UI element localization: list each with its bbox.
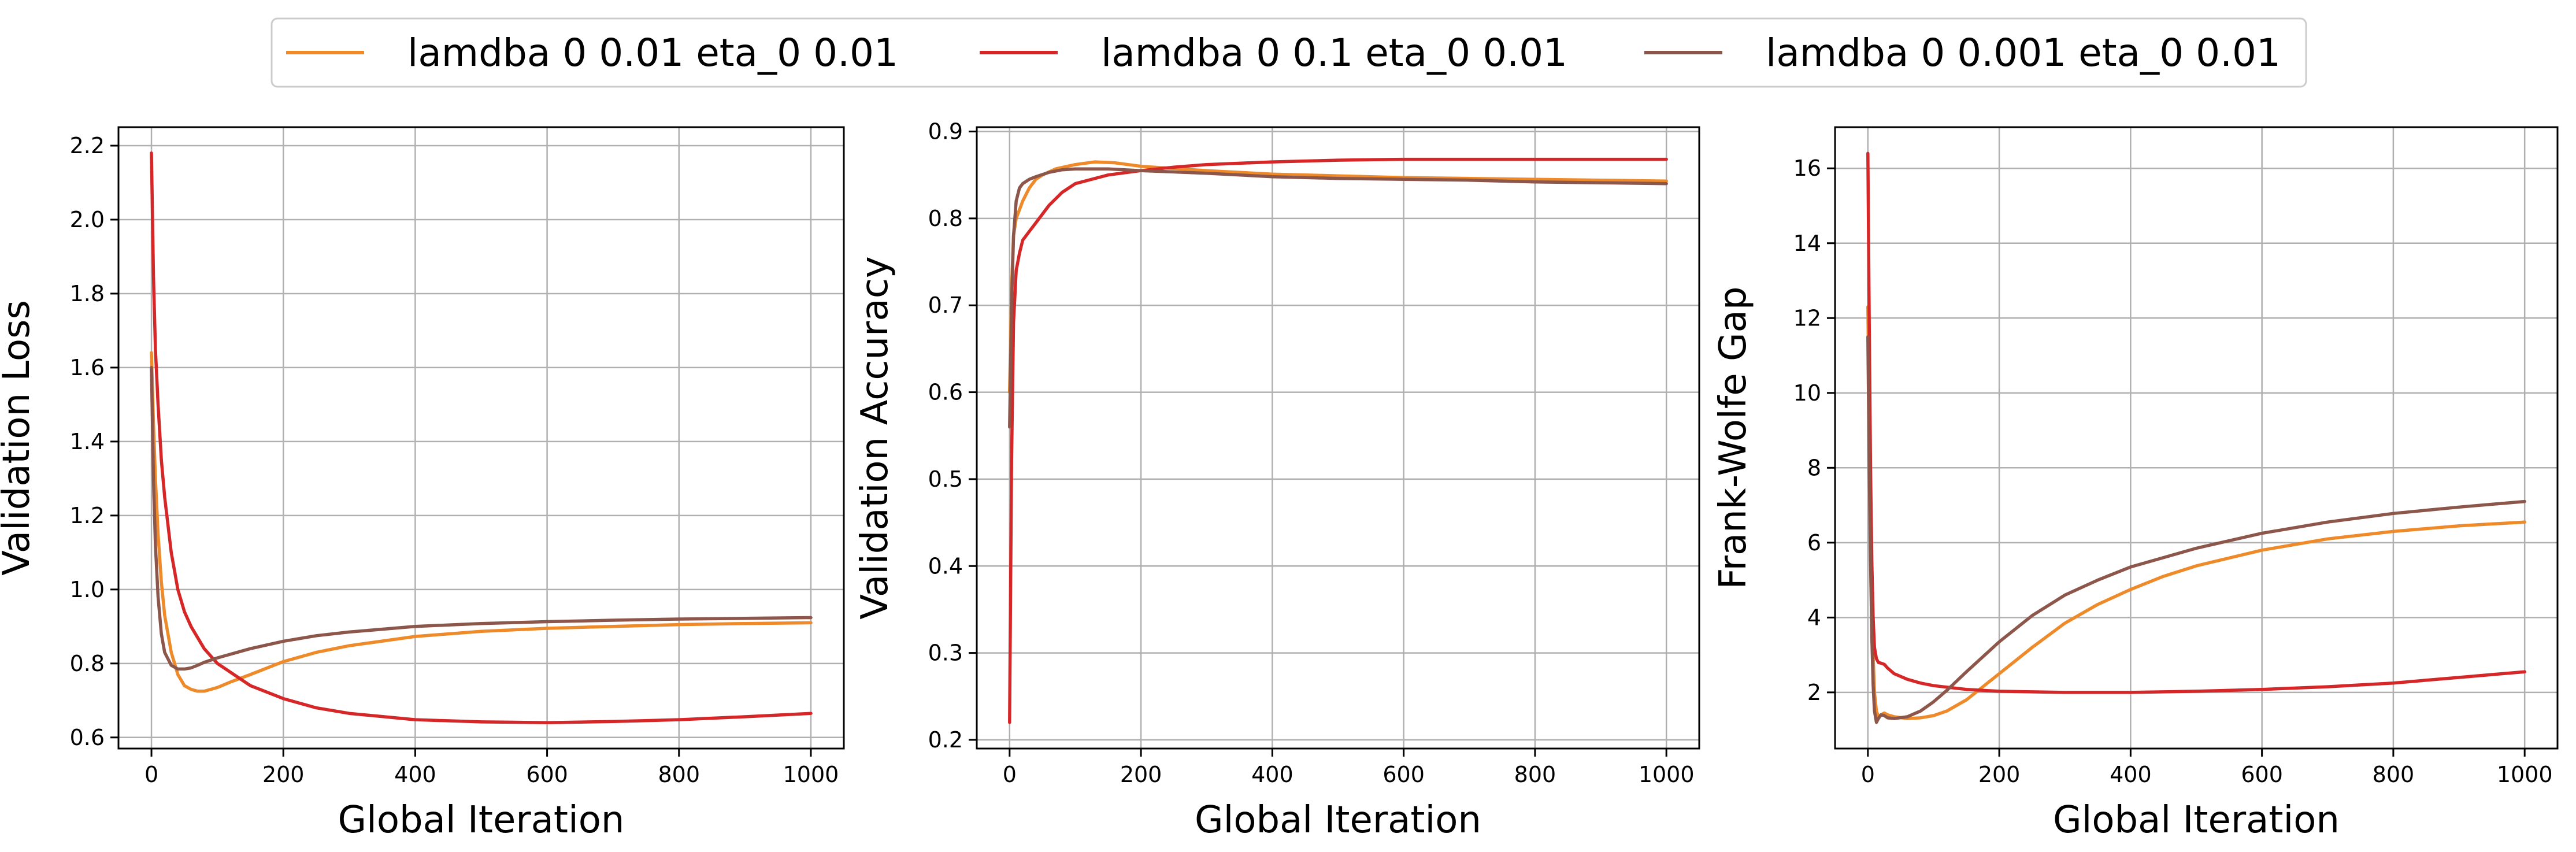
x-axis-label: Global Iteration [338, 799, 625, 842]
plot-frame [117, 126, 845, 750]
x-tick-label: 200 [1120, 762, 1162, 787]
series-line-1 [150, 351, 813, 693]
y-tick-label: 12 [1793, 305, 1821, 331]
y-tick-label: 0.8 [928, 206, 963, 231]
y-tick-label: 0.3 [928, 640, 963, 666]
legend-item-1: lamdba 0 0.01 eta_0 0.01 [286, 31, 898, 75]
y-tick-label: 0.2 [928, 727, 963, 753]
legend-frame [270, 17, 2307, 88]
x-tick-label: 800 [658, 762, 700, 787]
series-line-2 [1008, 157, 1668, 724]
y-tick-label: 0.4 [928, 553, 963, 579]
chart-panel-3: 0 200 400 600 800 1000 2 4 6 8 10 12 14 16 Global Iter… [1712, 126, 2559, 842]
series-group [1866, 151, 2526, 724]
x-tick-label: 400 [394, 762, 436, 787]
y-tick-label: 14 [1793, 231, 1821, 256]
legend: lamdba 0 0.01 eta_0 0.01 lamdba 0 0.1 eta… [270, 17, 2307, 88]
series-line-3 [1008, 167, 1668, 429]
x-tick-label: 1000 [2497, 762, 2553, 787]
y-tick-label: 1.8 [70, 281, 105, 306]
y-axis-label: Frank-Wolfe Gap [1712, 287, 1755, 590]
legend-label: lamdba 0 0.001 eta_0 0.01 [1766, 31, 2281, 75]
y-tick-label: 4 [1807, 605, 1821, 630]
x-tick-label: 0 [1003, 762, 1017, 787]
y-tick-label: 0.9 [928, 119, 963, 145]
legend-item-2: lamdba 0 0.1 eta_0 0.01 [980, 31, 1567, 75]
x-tick-label: 400 [2110, 762, 2152, 787]
x-tick-label: 200 [1978, 762, 2021, 787]
y-tick-label: 2 [1807, 680, 1821, 705]
y-tick-label: 0.7 [928, 292, 963, 318]
series-line-2 [150, 151, 813, 724]
y-tick-label: 8 [1807, 455, 1821, 480]
series-line-3 [1866, 335, 2526, 724]
legend-item-3: lamdba 0 0.001 eta_0 0.01 [1644, 31, 2281, 75]
series-group [150, 151, 813, 724]
x-axis-label: Global Iteration [2053, 799, 2340, 842]
y-tick-label: 0.6 [928, 380, 963, 405]
x-tick-label: 600 [526, 762, 568, 787]
y-tick-label: 1.2 [70, 503, 105, 528]
series-line-1 [1866, 305, 2526, 720]
plot-frame [976, 126, 1700, 750]
y-tick-label: 1.6 [70, 355, 105, 380]
chart-panel-2: 0 200 400 600 800 1000 0.2 0.3 0.4 0.5 0.6 0.7 0.8 0.… [854, 119, 1700, 842]
series-group [1008, 157, 1668, 724]
y-tick-label: 0.6 [70, 725, 105, 750]
y-tick-label: 0.5 [928, 466, 963, 492]
y-tick-label: 2.0 [70, 207, 105, 232]
series-line-2 [1866, 151, 2526, 694]
x-tick-label: 600 [1382, 762, 1425, 787]
x-tick-label: 800 [2373, 762, 2415, 787]
y-tick-label: 0.8 [70, 651, 105, 676]
x-tick-label: 400 [1251, 762, 1293, 787]
x-tick-label: 1000 [783, 762, 839, 787]
series-line-1 [1008, 160, 1668, 394]
series-line-3 [150, 366, 813, 671]
y-tick-label: 10 [1793, 380, 1821, 406]
y-tick-label: 1.0 [70, 577, 105, 602]
y-tick-label: 2.2 [70, 133, 105, 158]
x-tick-label: 200 [262, 762, 305, 787]
chart-panel-1: 0 200 400 600 800 1000 0.6 0.8 1.0 1.2 1.4 1.6 1.8 2.… [0, 126, 845, 842]
plot-frame [1834, 126, 2559, 750]
y-axis-label: Validation Accuracy [854, 256, 896, 620]
y-tick-label: 16 [1793, 155, 1821, 181]
y-tick-label: 1.4 [70, 429, 105, 454]
legend-label: lamdba 0 0.1 eta_0 0.01 [1101, 31, 1567, 75]
x-tick-label: 0 [144, 762, 158, 787]
x-tick-label: 0 [1861, 762, 1875, 787]
y-axis-label: Validation Loss [0, 300, 38, 576]
y-tick-label: 6 [1807, 530, 1821, 555]
x-tick-label: 600 [2241, 762, 2283, 787]
x-axis-label: Global Iteration [1195, 799, 1481, 842]
x-tick-label: 1000 [1639, 762, 1695, 787]
legend-label: lamdba 0 0.01 eta_0 0.01 [407, 31, 898, 75]
x-tick-label: 800 [1514, 762, 1556, 787]
